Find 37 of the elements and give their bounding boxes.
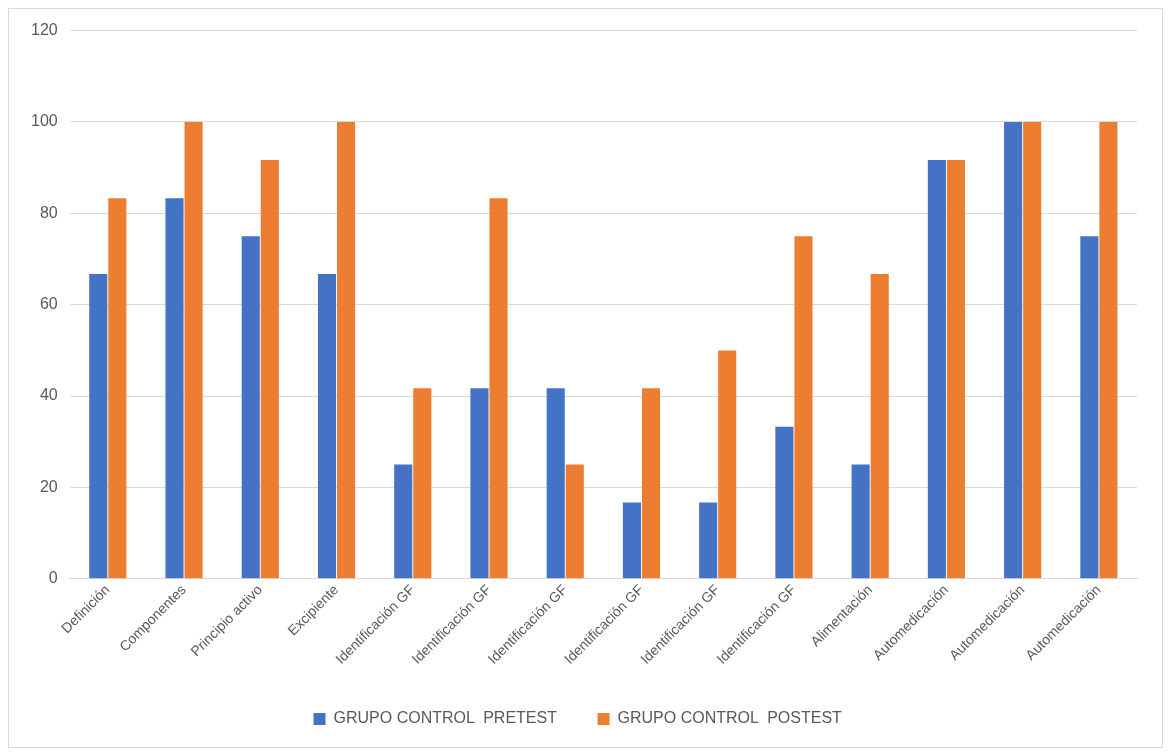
bar xyxy=(413,388,432,579)
bar xyxy=(89,274,108,579)
y-tick-label: 120 xyxy=(30,21,58,39)
bar xyxy=(108,198,127,579)
bar xyxy=(851,464,870,579)
y-tick-label: 0 xyxy=(48,569,58,587)
bar xyxy=(470,388,489,579)
y-tick-label: 80 xyxy=(39,203,58,221)
bar xyxy=(699,502,718,579)
bar xyxy=(775,426,794,579)
legend-label: GRUPO CONTROL PRETEST xyxy=(333,709,558,727)
y-tick-label: 100 xyxy=(30,112,58,130)
bar xyxy=(565,464,584,579)
bar xyxy=(622,502,641,579)
bar xyxy=(794,236,813,579)
bar xyxy=(184,121,203,579)
bar xyxy=(641,388,661,579)
bar xyxy=(1080,236,1099,579)
bar xyxy=(946,159,965,579)
y-tick-label: 60 xyxy=(39,295,58,313)
bar xyxy=(260,159,279,579)
bar xyxy=(718,350,737,579)
bar xyxy=(1023,121,1042,579)
y-tick-label: 20 xyxy=(39,477,58,495)
bar xyxy=(165,198,184,579)
bar xyxy=(317,274,337,579)
bar xyxy=(1004,121,1023,579)
bar xyxy=(241,236,260,579)
bar xyxy=(927,159,946,579)
bar xyxy=(394,464,413,579)
bar xyxy=(870,274,889,579)
y-tick-label: 40 xyxy=(39,386,58,404)
bar xyxy=(546,388,565,579)
legend-label: GRUPO CONTROL POSTEST xyxy=(617,709,843,727)
bar xyxy=(337,121,356,579)
bar xyxy=(1099,121,1118,579)
bar xyxy=(489,198,508,579)
